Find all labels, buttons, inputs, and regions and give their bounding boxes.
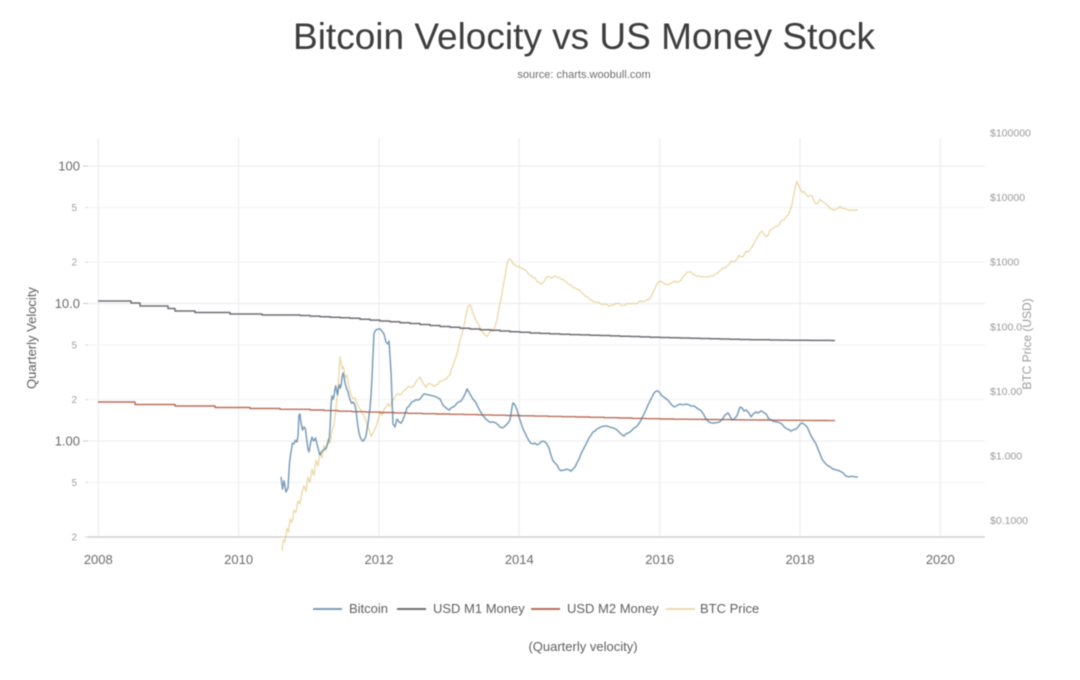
svg-text:Bitcoin: Bitcoin xyxy=(349,601,388,616)
svg-text:$0.1000: $0.1000 xyxy=(990,515,1028,527)
svg-text:5: 5 xyxy=(71,478,77,489)
svg-text:USD M2 Money: USD M2 Money xyxy=(567,601,659,616)
svg-text:2008: 2008 xyxy=(84,552,113,567)
svg-text:$10.00: $10.00 xyxy=(990,386,1022,398)
svg-text:$100000: $100000 xyxy=(990,128,1031,140)
svg-text:5: 5 xyxy=(71,203,77,214)
svg-text:$1000: $1000 xyxy=(990,257,1019,269)
svg-text:2020: 2020 xyxy=(926,552,955,567)
svg-text:$1.000: $1.000 xyxy=(990,451,1022,463)
svg-text:$100.0: $100.0 xyxy=(990,321,1022,333)
svg-text:2016: 2016 xyxy=(645,552,674,567)
svg-text:Bitcoin Velocity vs US Money S: Bitcoin Velocity vs US Money Stock xyxy=(293,16,875,57)
svg-text:2: 2 xyxy=(71,395,77,406)
svg-text:2: 2 xyxy=(71,258,77,269)
svg-text:BTC Price (USD): BTC Price (USD) xyxy=(1020,298,1034,389)
svg-text:USD M1 Money: USD M1 Money xyxy=(433,601,525,616)
svg-text:source: charts.woobull.com: source: charts.woobull.com xyxy=(517,69,650,81)
svg-text:1.00: 1.00 xyxy=(55,434,80,449)
svg-text:10.0: 10.0 xyxy=(55,296,80,311)
svg-text:2014: 2014 xyxy=(505,552,534,567)
svg-text:2012: 2012 xyxy=(365,552,394,567)
svg-text:Quarterly Velocity: Quarterly Velocity xyxy=(24,287,39,389)
svg-text:BTC Price: BTC Price xyxy=(700,601,759,616)
svg-text:2010: 2010 xyxy=(224,552,253,567)
svg-text:$10000: $10000 xyxy=(990,192,1025,204)
svg-text:(Quarterly velocity): (Quarterly velocity) xyxy=(528,639,637,654)
svg-text:100: 100 xyxy=(58,159,80,174)
svg-text:2: 2 xyxy=(71,533,77,544)
svg-text:2018: 2018 xyxy=(786,552,815,567)
svg-text:5: 5 xyxy=(71,340,77,351)
